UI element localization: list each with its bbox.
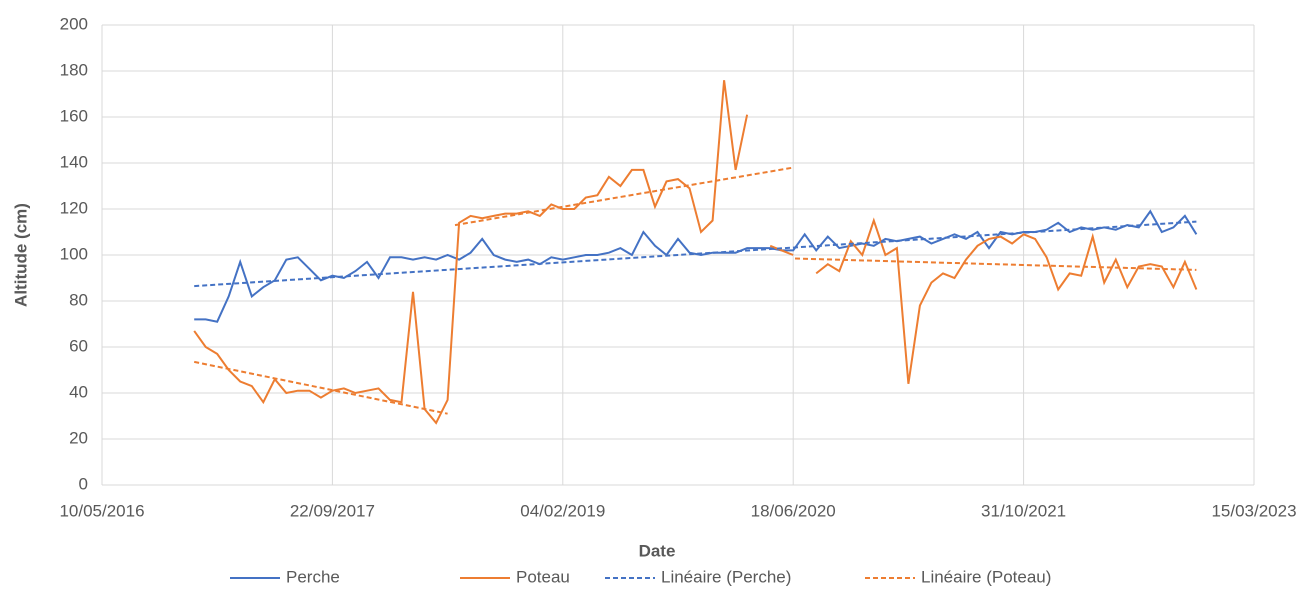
y-tick-label: 20	[69, 428, 88, 447]
y-axis-label: Altitude (cm)	[11, 203, 30, 307]
y-tick-label: 200	[60, 14, 88, 33]
y-tick-label: 40	[69, 382, 88, 401]
x-tick-label: 04/02/2019	[520, 501, 605, 520]
legend-label: Poteau	[516, 567, 570, 586]
x-axis-label: Date	[639, 541, 676, 560]
y-tick-label: 80	[69, 290, 88, 309]
x-tick-label: 10/05/2016	[59, 501, 144, 520]
legend-label: Linéaire (Poteau)	[921, 567, 1051, 586]
legend-label: Perche	[286, 567, 340, 586]
x-tick-label: 18/06/2020	[751, 501, 836, 520]
y-tick-label: 140	[60, 152, 88, 171]
x-tick-label: 31/10/2021	[981, 501, 1066, 520]
x-tick-label: 22/09/2017	[290, 501, 375, 520]
y-tick-label: 0	[79, 474, 88, 493]
y-tick-label: 160	[60, 106, 88, 125]
trend-line	[194, 220, 1197, 288]
y-tick-label: 180	[60, 60, 88, 79]
x-tick-label: 15/03/2023	[1211, 501, 1296, 520]
data-line	[193, 80, 1198, 425]
y-tick-label: 120	[60, 198, 88, 217]
legend-label: Linéaire (Perche)	[661, 567, 791, 586]
trend-line	[193, 166, 1197, 415]
y-tick-label: 100	[60, 244, 88, 263]
y-tick-label: 60	[69, 336, 88, 355]
